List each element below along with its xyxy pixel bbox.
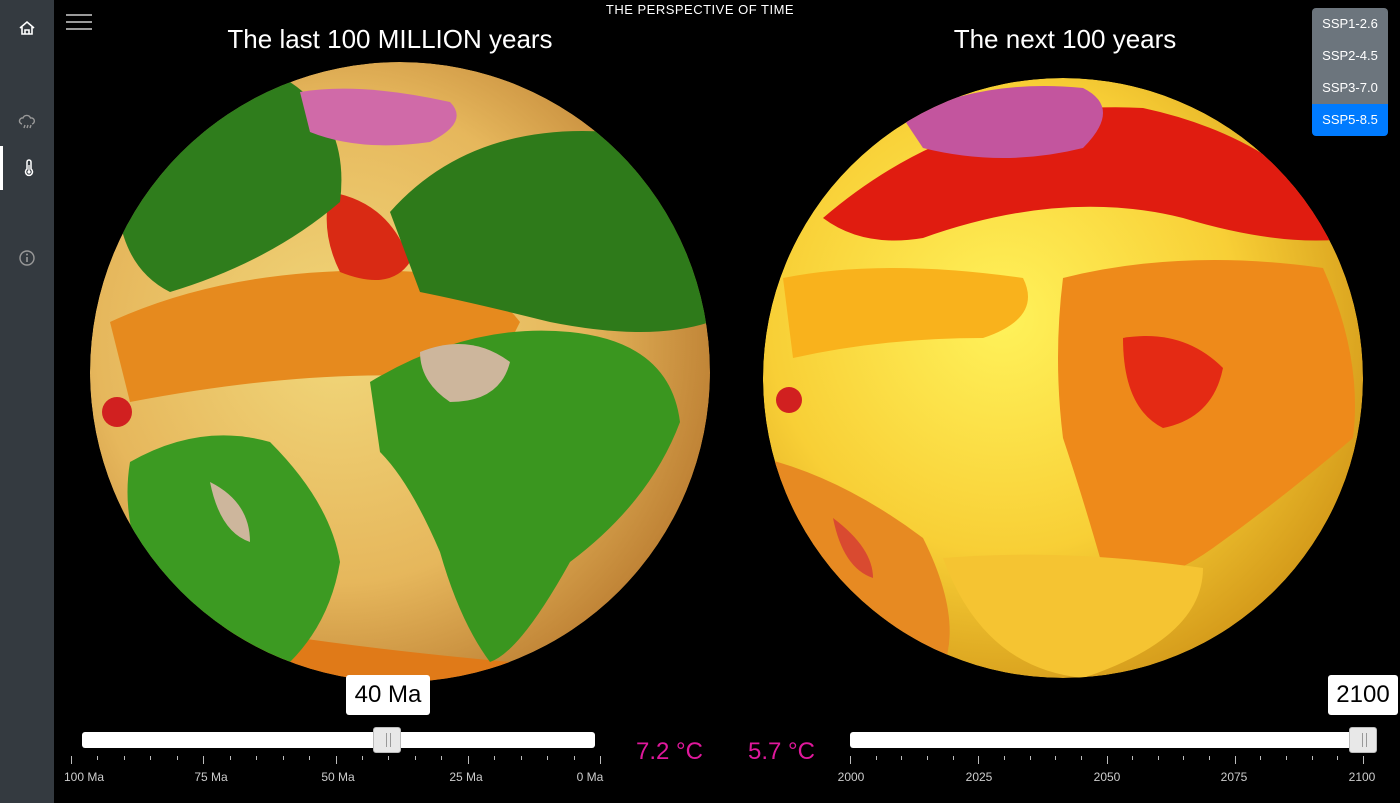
slider-tick xyxy=(1003,756,1005,760)
slider-tick xyxy=(850,756,851,764)
home-icon xyxy=(19,20,35,35)
slider-tick xyxy=(1234,756,1236,764)
slider-tick xyxy=(1363,756,1364,764)
slider-tick xyxy=(441,756,443,760)
left-slider-thumb[interactable] xyxy=(373,727,401,753)
slider-tick xyxy=(123,756,125,760)
slider-tick xyxy=(1209,756,1211,760)
slider-tick xyxy=(256,756,258,760)
slider-tick xyxy=(1055,756,1057,760)
sidebar-item-home[interactable] xyxy=(0,6,54,50)
slider-tick xyxy=(1029,756,1031,760)
right-time-slider[interactable] xyxy=(850,732,1377,748)
left-time-value: 40 Ma xyxy=(346,675,430,715)
slider-tick xyxy=(150,756,152,760)
slider-tick xyxy=(926,756,928,760)
slider-tick xyxy=(520,756,522,760)
right-tick-label: 2025 xyxy=(965,770,993,784)
left-tick-label: 75 Ma xyxy=(194,770,228,784)
paleo-globe[interactable] xyxy=(90,62,710,682)
sidebar xyxy=(0,0,54,803)
slider-tick xyxy=(176,756,178,760)
right-slider-thumb[interactable] xyxy=(1349,727,1377,753)
slider-tick xyxy=(978,756,980,764)
right-tick-label: 2075 xyxy=(1220,770,1248,784)
left-panel-title: The last 100 MILLION years xyxy=(227,24,553,54)
scenario-option-ssp1-2-6[interactable]: SSP1-2.6 xyxy=(1312,8,1388,40)
right-tick-label: 2000 xyxy=(837,770,865,784)
right-temperature-readout: 5.7 °C xyxy=(748,738,815,765)
thermometer-icon xyxy=(24,159,33,177)
slider-tick xyxy=(494,756,496,760)
slider-tick xyxy=(901,756,903,760)
slider-tick xyxy=(414,756,416,760)
slider-tick xyxy=(1260,756,1262,760)
slider-tick xyxy=(1311,756,1313,760)
slider-tick xyxy=(335,756,337,764)
slider-tick xyxy=(875,756,877,760)
slider-tick xyxy=(71,756,72,764)
slider-tick xyxy=(97,756,99,760)
right-slider-ticks xyxy=(850,756,1364,766)
scenario-option-ssp5-8-5[interactable]: SSP5-8.5 xyxy=(1312,104,1388,136)
left-tick-label: 0 Ma xyxy=(576,770,604,784)
slider-tick xyxy=(1106,756,1108,764)
cloud-rain-icon xyxy=(18,114,36,129)
left-tick-label: 100 Ma xyxy=(63,770,105,784)
right-time-value: 2100 xyxy=(1328,675,1398,715)
left-slider-ticks xyxy=(71,756,601,766)
slider-tick xyxy=(573,756,575,760)
future-globe[interactable] xyxy=(763,78,1363,678)
slider-tick xyxy=(1337,756,1339,760)
slider-tick xyxy=(1286,756,1288,760)
slider-tick xyxy=(388,756,390,760)
slider-tick xyxy=(1157,756,1159,760)
hamburger-menu-icon[interactable] xyxy=(66,14,92,34)
sidebar-item-precipitation[interactable] xyxy=(0,100,54,144)
slider-tick xyxy=(467,756,469,764)
sidebar-item-temperature[interactable] xyxy=(0,146,54,190)
right-tick-label: 2050 xyxy=(1093,770,1121,784)
slider-tick xyxy=(600,756,601,764)
slider-tick xyxy=(229,756,231,760)
slider-tick xyxy=(203,756,205,764)
left-temperature-readout: 7.2 °C xyxy=(636,738,703,765)
slider-tick xyxy=(1132,756,1134,760)
left-time-slider[interactable] xyxy=(82,732,595,748)
slider-tick xyxy=(282,756,284,760)
right-panel-title: The next 100 years xyxy=(953,24,1177,54)
slider-tick xyxy=(1080,756,1082,760)
slider-tick xyxy=(1183,756,1185,760)
app-title: THE PERSPECTIVE OF TIME xyxy=(605,2,795,17)
slider-tick xyxy=(309,756,311,760)
sidebar-item-info[interactable] xyxy=(0,236,54,280)
left-tick-label: 50 Ma xyxy=(321,770,355,784)
slider-tick xyxy=(547,756,549,760)
scenario-selector: SSP1-2.6 SSP2-4.5 SSP3-7.0 SSP5-8.5 xyxy=(1312,8,1388,136)
left-tick-label: 25 Ma xyxy=(449,770,483,784)
scenario-option-ssp3-7-0[interactable]: SSP3-7.0 xyxy=(1312,72,1388,104)
info-icon xyxy=(19,250,35,266)
slider-tick xyxy=(361,756,363,760)
right-tick-label: 2100 xyxy=(1348,770,1376,784)
slider-tick xyxy=(952,756,954,760)
scenario-option-ssp2-4-5[interactable]: SSP2-4.5 xyxy=(1312,40,1388,72)
